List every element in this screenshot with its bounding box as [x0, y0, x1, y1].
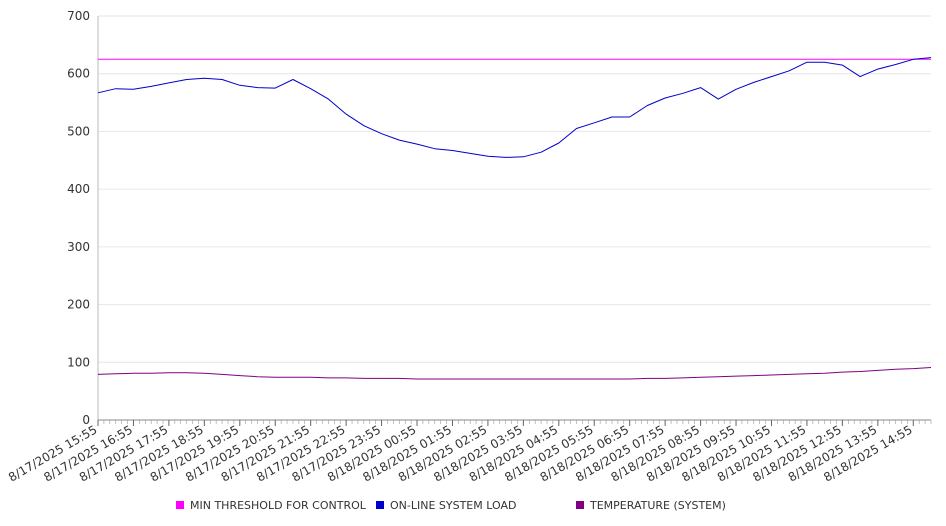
legend-label: ON-LINE SYSTEM LOAD	[390, 499, 516, 512]
x-tick-labels: 8/17/2025 15:558/17/2025 16:558/17/2025 …	[6, 422, 915, 484]
legend-swatch	[176, 501, 184, 509]
y-tick-label: 0	[82, 413, 90, 427]
y-tick-label: 500	[67, 124, 90, 138]
y-tick-label: 100	[67, 355, 90, 369]
legend-label: TEMPERATURE (SYSTEM)	[589, 499, 726, 512]
y-tick-label: 300	[67, 240, 90, 254]
gridlines	[98, 15, 931, 363]
legend-swatch	[376, 501, 384, 509]
y-tick-label: 400	[67, 182, 90, 196]
legend-label: MIN THRESHOLD FOR CONTROL	[190, 499, 367, 512]
axes	[97, 16, 932, 426]
series-lines	[97, 57, 932, 380]
legend: MIN THRESHOLD FOR CONTROL ON-LINE SYSTEM …	[176, 499, 726, 512]
y-tick-label: 600	[67, 67, 90, 81]
legend-swatch	[576, 501, 584, 509]
y-tick-label: 700	[67, 9, 90, 23]
series-line-temperature-system	[97, 367, 932, 380]
y-tick-labels: 0 100 200 300 400 500 600 700	[67, 9, 90, 427]
y-tick-label: 200	[67, 298, 90, 312]
series-line-on-line-system-load	[97, 57, 932, 158]
